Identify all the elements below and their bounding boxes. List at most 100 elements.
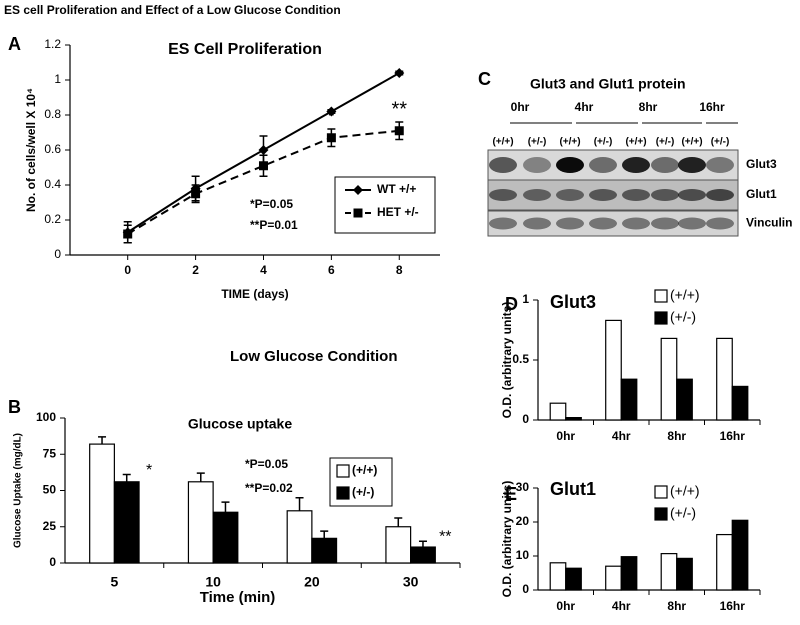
panel-letter: B	[8, 397, 21, 417]
y-tick-label: 0.2	[44, 212, 61, 226]
legend-label: (+/+)	[352, 463, 377, 477]
legend-box	[329, 457, 393, 507]
bar	[605, 565, 622, 591]
blot-band	[706, 157, 734, 173]
bar	[311, 537, 338, 564]
x-tick-label: 8hr	[667, 599, 686, 613]
blot-band	[651, 217, 679, 230]
y-tick-label: 0	[49, 555, 56, 569]
legend-marker	[353, 208, 363, 218]
point	[191, 189, 201, 199]
x-axis-label: TIME (days)	[221, 287, 288, 301]
blot-band	[556, 157, 584, 173]
y-tick-label: 0.5	[512, 352, 529, 366]
panel-letter: A	[8, 34, 21, 54]
bar	[410, 546, 436, 564]
error-bar	[295, 497, 304, 511]
legend-swatch	[654, 289, 668, 303]
x-tick-label: 30	[403, 574, 419, 590]
bar	[676, 378, 693, 421]
blot-band	[489, 189, 517, 201]
x-tick-label: 2	[192, 263, 199, 277]
bar	[187, 481, 214, 564]
error-bar	[221, 501, 230, 513]
point	[258, 145, 269, 155]
series-line	[127, 129, 400, 235]
blot-band	[489, 217, 517, 230]
bar	[620, 556, 638, 591]
x-tick-label: 0hr	[556, 429, 575, 443]
blot-genotype-label: (+/-)	[528, 137, 547, 148]
blot-genotype-label: (+/+)	[492, 137, 513, 148]
blot-time-label: 4hr	[575, 100, 594, 114]
point	[258, 161, 268, 171]
figure-title: ES cell Proliferation and Effect of a Lo…	[4, 3, 341, 17]
bar	[660, 337, 678, 421]
panel-letter: E	[505, 484, 517, 504]
error-bar	[98, 436, 107, 445]
x-tick-label: 8hr	[667, 429, 686, 443]
chart-title: Glut1	[550, 479, 596, 499]
y-tick-label: 0.4	[44, 177, 61, 191]
x-tick-label: 0	[124, 263, 131, 277]
blot-band	[622, 189, 650, 201]
bar	[549, 562, 567, 591]
blot-band	[706, 189, 734, 201]
y-tick-label: 0	[54, 247, 61, 261]
blot-genotype-label: (+/+)	[681, 137, 702, 148]
blot-genotype-label: (+/+)	[559, 137, 580, 148]
legend-label: (+/+)	[670, 483, 700, 499]
p-value-note: **P=0.01	[250, 218, 298, 232]
bar	[113, 481, 140, 564]
y-axis-label: No. of cells/well X 10⁴	[24, 88, 38, 212]
point	[326, 133, 336, 143]
panel-letter: D	[505, 294, 518, 314]
legend-swatch	[654, 311, 668, 325]
y-tick-label: 1	[522, 292, 529, 306]
bar	[565, 417, 582, 421]
y-tick-label: 100	[36, 410, 56, 424]
x-tick-label: 10	[205, 574, 221, 590]
bar	[549, 402, 567, 421]
point	[123, 229, 133, 239]
y-tick-label: 75	[43, 446, 57, 460]
y-tick-label: 20	[516, 514, 530, 528]
x-tick-label: 20	[304, 574, 320, 590]
significance-label: **	[391, 98, 407, 120]
error-bar	[418, 540, 427, 548]
blot-protein-label: Glut1	[746, 187, 777, 201]
blot-band	[678, 189, 706, 201]
point	[326, 106, 337, 117]
error-bar	[196, 472, 205, 482]
legend-label: HET +/-	[377, 205, 419, 219]
y-tick-label: 10	[516, 548, 530, 562]
bar	[385, 526, 412, 564]
blot-band	[589, 157, 617, 173]
y-tick-label: 25	[43, 519, 57, 533]
blot-band	[523, 217, 551, 230]
x-tick-label: 8	[396, 263, 403, 277]
bar	[605, 319, 622, 421]
y-tick-label: 1.2	[44, 37, 61, 51]
legend-box	[334, 176, 436, 234]
point	[394, 126, 404, 136]
legend-swatch	[654, 507, 668, 521]
blot-genotype-label: (+/-)	[594, 137, 613, 148]
significance-label: *	[327, 105, 335, 127]
blot-time-label: 0hr	[511, 100, 530, 114]
significance-label: *	[146, 462, 152, 479]
blot-band	[523, 157, 551, 173]
y-tick-label: 0.8	[44, 107, 61, 121]
x-tick-label: 4hr	[612, 429, 631, 443]
blot-band	[651, 157, 679, 173]
blot-protein-label: Vinculin	[746, 216, 792, 230]
chart-title: ES Cell Proliferation	[168, 41, 322, 58]
y-tick-label: 30	[516, 480, 530, 494]
bar	[286, 510, 313, 564]
blot-band	[622, 157, 650, 173]
blot-genotype-label: (+/+)	[625, 137, 646, 148]
p-value-note: *P=0.05	[245, 457, 288, 471]
y-tick-label: 50	[43, 483, 57, 497]
